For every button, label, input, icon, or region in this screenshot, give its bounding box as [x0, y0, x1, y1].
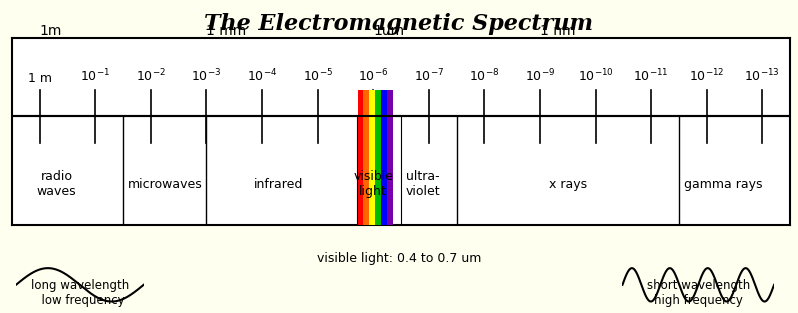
Bar — [369, 90, 375, 225]
Text: $10^{-8}$: $10^{-8}$ — [469, 68, 500, 85]
Text: $10^{-1}$: $10^{-1}$ — [81, 68, 110, 85]
Text: infrared: infrared — [254, 177, 303, 191]
Text: 1um: 1um — [373, 23, 405, 38]
Text: The Electromagnetic Spectrum: The Electromagnetic Spectrum — [204, 13, 594, 35]
Text: x rays: x rays — [549, 177, 587, 191]
Text: $10^{-5}$: $10^{-5}$ — [302, 68, 333, 85]
Bar — [387, 90, 393, 225]
Text: $10^{-4}$: $10^{-4}$ — [247, 68, 277, 85]
Text: gamma rays: gamma rays — [684, 177, 763, 191]
Text: visible
light: visible light — [354, 170, 393, 198]
Text: 1m: 1m — [40, 23, 62, 38]
Bar — [375, 90, 381, 225]
Text: $10^{-9}$: $10^{-9}$ — [525, 68, 555, 85]
Text: $10^{-12}$: $10^{-12}$ — [689, 68, 725, 85]
Text: $10^{-11}$: $10^{-11}$ — [634, 68, 669, 85]
Text: 1 m: 1 m — [28, 71, 52, 85]
Text: visible light: 0.4 to 0.7 um: visible light: 0.4 to 0.7 um — [317, 252, 481, 265]
Text: $10^{-13}$: $10^{-13}$ — [745, 68, 780, 85]
Text: long wavelength
  low frequency: long wavelength low frequency — [30, 279, 129, 307]
Text: 1 mm: 1 mm — [207, 23, 247, 38]
Bar — [358, 90, 363, 225]
Text: $10^{-6}$: $10^{-6}$ — [358, 68, 389, 85]
Text: $10^{-10}$: $10^{-10}$ — [578, 68, 614, 85]
Text: $10^{-3}$: $10^{-3}$ — [192, 68, 222, 85]
Text: $10^{-2}$: $10^{-2}$ — [136, 68, 166, 85]
Text: $10^{-7}$: $10^{-7}$ — [413, 68, 444, 85]
Text: microwaves: microwaves — [128, 177, 202, 191]
Text: radio
waves: radio waves — [37, 170, 77, 198]
Text: short wavelength
high frequency: short wavelength high frequency — [646, 279, 750, 307]
Bar — [381, 90, 387, 225]
Text: 1 nm: 1 nm — [540, 23, 575, 38]
Bar — [363, 90, 369, 225]
Text: ultra-
violet: ultra- violet — [406, 170, 440, 198]
